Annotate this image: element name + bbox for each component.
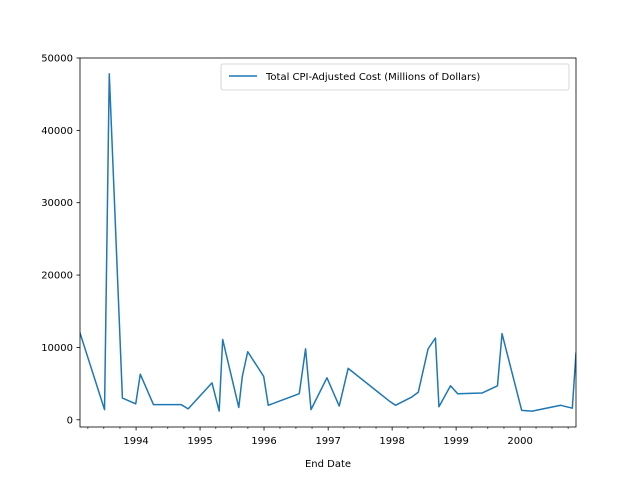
- x-tick-label: 1994: [123, 436, 148, 447]
- legend: Total CPI-Adjusted Cost (Millions of Dol…: [220, 63, 570, 91]
- y-tick-label: 0: [67, 415, 73, 426]
- x-tick-label: 1998: [379, 436, 404, 447]
- x-tick-label: 1997: [315, 436, 340, 447]
- x-tick-label: 1996: [251, 436, 276, 447]
- legend-box: [220, 63, 570, 91]
- y-axis-ticks: 0 10000 20000 30000 40000 50000: [41, 54, 80, 426]
- y-tick-label: 20000: [41, 271, 73, 282]
- y-tick-label: 40000: [41, 126, 73, 137]
- legend-label: Total CPI-Adjusted Cost (Millions of Dol…: [265, 72, 480, 83]
- series-line-0: [80, 73, 576, 412]
- y-tick-label: 10000: [41, 343, 73, 354]
- x-tick-label: 2000: [507, 436, 532, 447]
- x-axis-label: End Date: [305, 459, 351, 470]
- y-tick-label: 30000: [41, 198, 73, 209]
- y-tick-label: 50000: [41, 54, 73, 65]
- x-axis-ticks: 1994 1995 1996 1997 1998 1999 2000: [87, 427, 569, 447]
- x-tick-label: 1999: [443, 436, 468, 447]
- x-tick-label: 1995: [187, 436, 212, 447]
- plot-area: [80, 58, 576, 427]
- series-layer: [80, 73, 576, 412]
